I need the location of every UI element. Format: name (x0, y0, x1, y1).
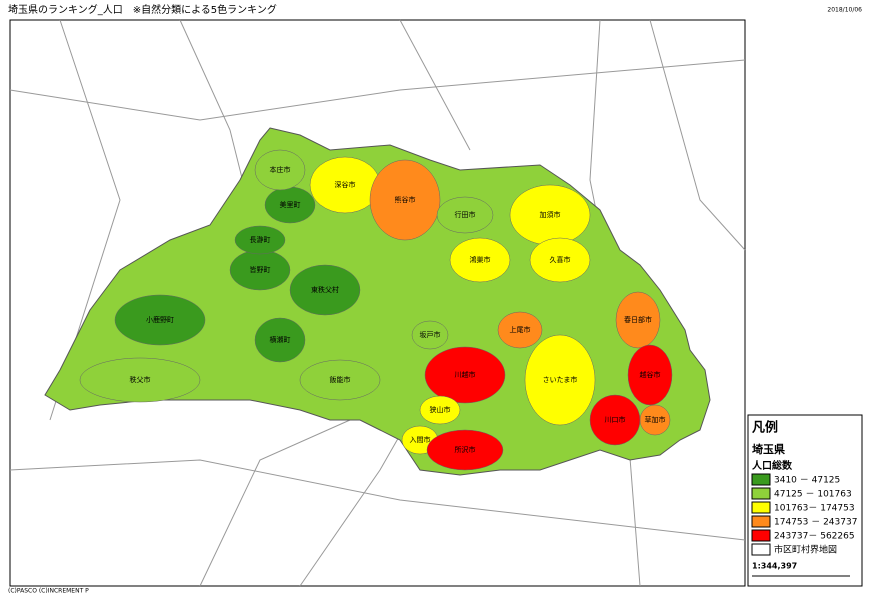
municipality-label: 皆野町 (250, 266, 271, 274)
municipality-label: 川口市 (605, 415, 626, 424)
legend-swatch (751, 473, 771, 486)
municipality-label: 鴻巣市 (470, 255, 491, 264)
municipality (289, 264, 361, 316)
municipality (411, 320, 449, 350)
municipality (615, 291, 661, 349)
legend-indicator: 人口総数 (752, 459, 793, 472)
municipality (254, 149, 306, 191)
municipality (419, 395, 461, 425)
municipality (524, 334, 596, 426)
legend-label: 174753 － 243737 (774, 518, 857, 528)
municipality-label: 所沢市 (455, 445, 476, 454)
municipality (426, 429, 504, 471)
legend-region: 埼玉県 (752, 442, 785, 456)
municipality-label: 小鹿野町 (146, 315, 174, 324)
legend-boundary: 市区町村界地図 (774, 544, 837, 556)
municipality (589, 394, 641, 446)
municipality-label: 熊谷市 (395, 195, 416, 204)
municipality-label: 草加市 (645, 415, 666, 424)
municipality-label: 坂戸市 (420, 330, 441, 339)
municipality-label: 越谷市 (640, 370, 661, 379)
municipality (497, 311, 543, 349)
legend-panel (747, 414, 863, 587)
municipality (254, 317, 306, 363)
legend-swatch (751, 529, 771, 542)
municipality (234, 225, 286, 255)
municipality-label: 久喜市 (550, 255, 571, 264)
date: 2018/10/06 (827, 7, 862, 14)
municipality (627, 344, 673, 406)
legend-label: 3410 － 47125 (774, 476, 840, 486)
legend-swatch (751, 501, 771, 514)
legend-label: 243737－ 562265 (774, 532, 855, 542)
municipality-label: 上尾市 (510, 325, 531, 334)
municipality-label: 春日部市 (624, 315, 652, 324)
municipality-label: 加須市 (540, 210, 561, 219)
municipality-label: 狭山市 (430, 405, 451, 414)
title: 埼玉県のランキング_人口 ※自然分類による5色ランキング (8, 3, 277, 16)
legend-label: 101763－ 174753 (774, 504, 855, 514)
municipality (529, 237, 591, 283)
scale: 1:344,397 (752, 562, 797, 571)
municipality-label: 深谷市 (335, 180, 356, 189)
municipality (449, 237, 511, 283)
municipality (424, 346, 506, 404)
legend-label: 47125 － 101763 (774, 490, 852, 500)
municipality-label: 飯能市 (330, 375, 351, 384)
municipality (436, 196, 494, 234)
municipality-label: 川越市 (455, 370, 476, 379)
municipality-label: 長瀞町 (250, 235, 271, 244)
municipality-label: 美里町 (280, 200, 301, 209)
municipality-label: 行田市 (455, 210, 476, 219)
municipality-label: 東秩父村 (311, 285, 339, 294)
municipality (114, 294, 206, 346)
legend-swatch (751, 487, 771, 500)
municipality (79, 357, 201, 403)
municipality-label: 秩父市 (130, 375, 151, 384)
copyright: (C)PASCO (C)INCREMENT P (8, 588, 89, 595)
municipality (369, 159, 441, 241)
municipality-label: さいたま市 (543, 375, 578, 384)
legend-swatch (751, 543, 771, 556)
municipality-label: 本庄市 (270, 165, 291, 174)
municipality (299, 359, 381, 401)
municipality-label: 横瀬町 (270, 335, 291, 344)
legend-heading: 凡例 (752, 420, 778, 436)
municipality-label: 入間市 (410, 435, 431, 444)
legend-swatch (751, 515, 771, 528)
